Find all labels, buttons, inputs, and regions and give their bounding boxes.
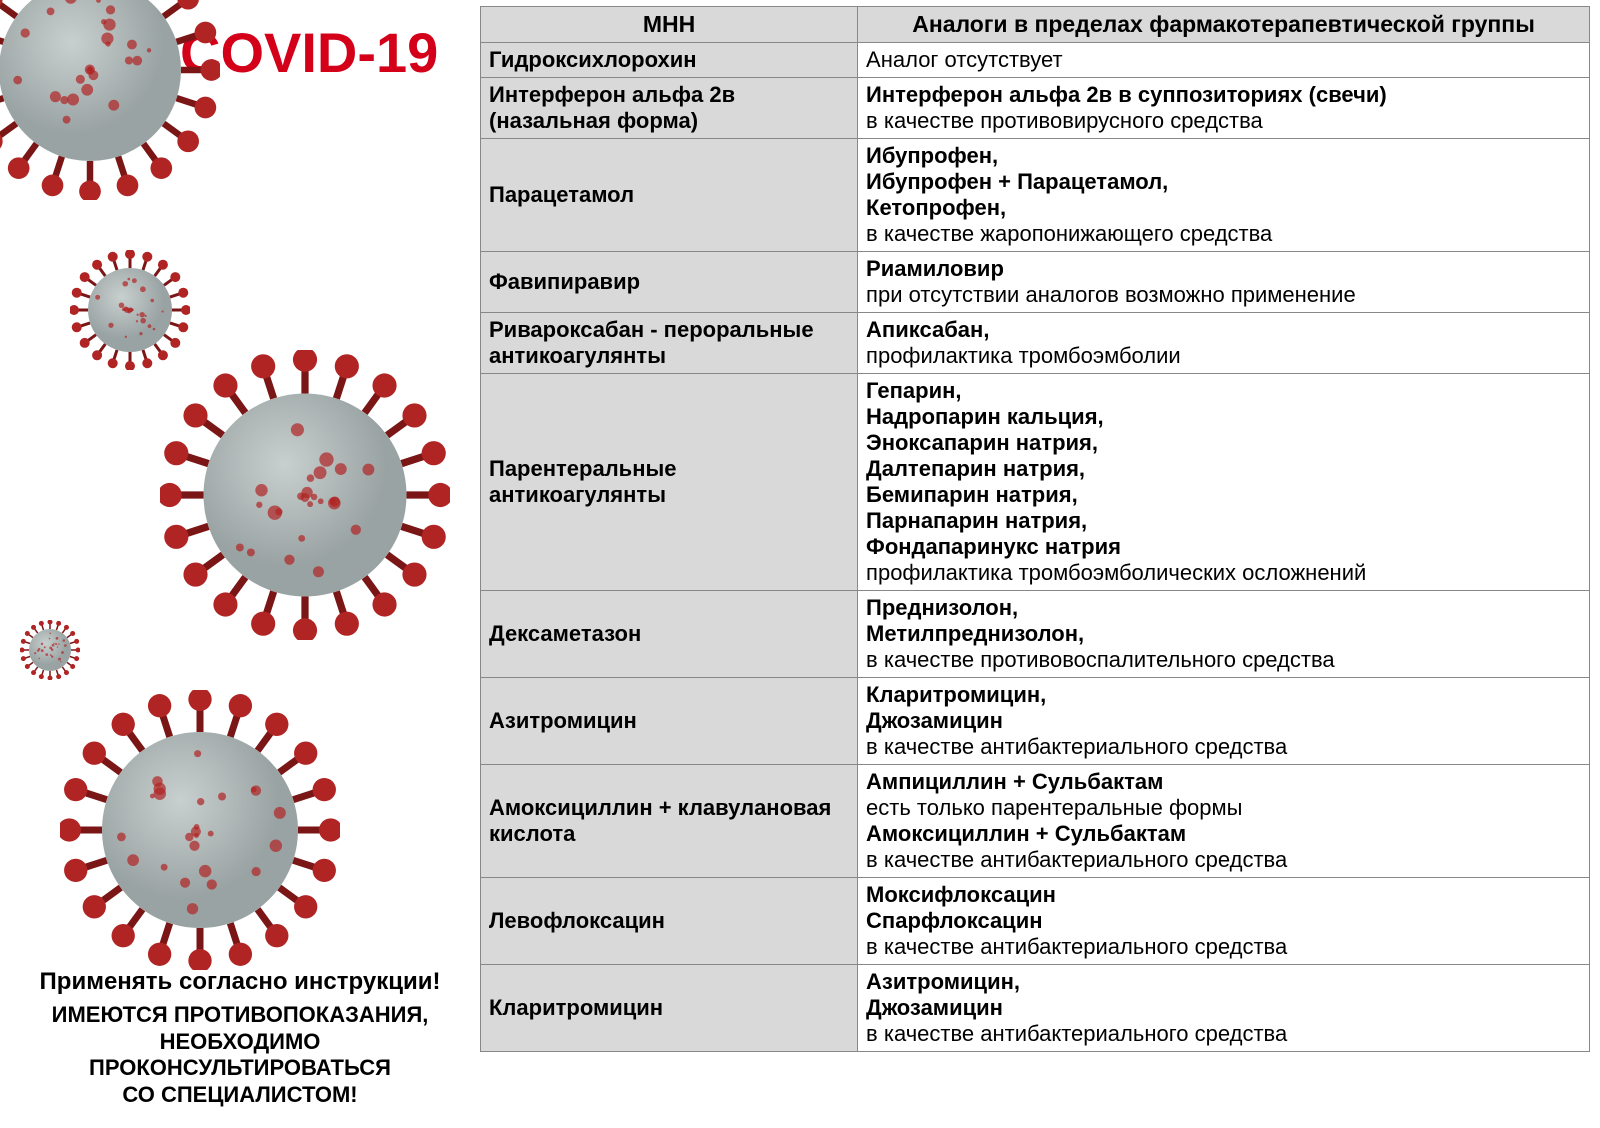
cell-mnn: Парентеральные антикоагулянты xyxy=(481,374,858,591)
cell-analog: Аналог отсутствует xyxy=(858,43,1590,78)
cell-analog: Ибупрофен,Ибупрофен + Парацетамол,Кетопр… xyxy=(858,139,1590,252)
cell-mnn: Азитромицин xyxy=(481,678,858,765)
cell-mnn: Кларитромицин xyxy=(481,965,858,1052)
cell-mnn: Левофлоксацин xyxy=(481,878,858,965)
cell-analog: МоксифлоксацинСпарфлоксацинв качестве ан… xyxy=(858,878,1590,965)
cell-mnn: Ривароксабан - пероральные антикоагулянт… xyxy=(481,313,858,374)
disclaimer-line: СО СПЕЦИАЛИСТОМ! xyxy=(0,1082,480,1108)
virus-icon xyxy=(20,620,80,680)
cell-mnn: Гидроксихлорохин xyxy=(481,43,858,78)
cell-analog: Риамиловирпри отсутствии аналогов возмож… xyxy=(858,252,1590,313)
disclaimer-block: Применять согласно инструкции! ИМЕЮТСЯ П… xyxy=(0,968,480,1108)
virus-icon xyxy=(60,690,340,970)
drug-analog-table: МНН Аналоги в пределах фармакотерапевтич… xyxy=(480,6,1590,1052)
table-row: Ривароксабан - пероральные антикоагулянт… xyxy=(481,313,1590,374)
disclaimer-line: Применять согласно инструкции! xyxy=(0,968,480,996)
table-row: АзитромицинКларитромицин,Джозамицинв кач… xyxy=(481,678,1590,765)
cell-mnn: Амоксициллин + клавулановая кислота xyxy=(481,765,858,878)
cell-analog: Азитромицин,Джозамицинв качестве антибак… xyxy=(858,965,1590,1052)
cell-mnn: Парацетамол xyxy=(481,139,858,252)
disclaimer-line: НЕОБХОДИМО xyxy=(0,1029,480,1055)
cell-analog: Ампициллин + Сульбактаместь только парен… xyxy=(858,765,1590,878)
table-panel: МНН Аналоги в пределах фармакотерапевтич… xyxy=(480,0,1600,1128)
table-row: ФавипиравирРиамиловирпри отсутствии анал… xyxy=(481,252,1590,313)
table-row: Амоксициллин + клавулановая кислотаАмпиц… xyxy=(481,765,1590,878)
table-row: Интерферон альфа 2в (назальная форма)Инт… xyxy=(481,78,1590,139)
table-header-mnn: МНН xyxy=(481,7,858,43)
disclaimer-line: ИМЕЮТСЯ ПРОТИВОПОКАЗАНИЯ, xyxy=(0,1002,480,1028)
virus-icon xyxy=(160,350,450,640)
table-header-analog: Аналоги в пределах фармакотерапевтическо… xyxy=(858,7,1590,43)
table-body: ГидроксихлорохинАналог отсутствуетИнтерф… xyxy=(481,43,1590,1052)
virus-icon xyxy=(0,0,220,200)
table-row: КларитромицинАзитромицин,Джозамицинв кач… xyxy=(481,965,1590,1052)
cell-analog: Интерферон альфа 2в в суппозиториях (све… xyxy=(858,78,1590,139)
table-row: Парентеральные антикоагулянтыГепарин,Над… xyxy=(481,374,1590,591)
table-row: ПарацетамолИбупрофен,Ибупрофен + Парацет… xyxy=(481,139,1590,252)
cell-mnn: Дексаметазон xyxy=(481,591,858,678)
table-row: ДексаметазонПреднизолон,Метилпреднизолон… xyxy=(481,591,1590,678)
cell-analog: Преднизолон,Метилпреднизолон,в качестве … xyxy=(858,591,1590,678)
left-panel: COVID-19 xyxy=(0,0,480,1128)
table-row: ЛевофлоксацинМоксифлоксацинСпарфлоксацин… xyxy=(481,878,1590,965)
cell-mnn: Фавипиравир xyxy=(481,252,858,313)
cell-analog: Гепарин,Надропарин кальция,Эноксапарин н… xyxy=(858,374,1590,591)
cell-mnn: Интерферон альфа 2в (назальная форма) xyxy=(481,78,858,139)
cell-analog: Кларитромицин,Джозамицинв качестве антиб… xyxy=(858,678,1590,765)
disclaimer-line: ПРОКОНСУЛЬТИРОВАТЬСЯ xyxy=(0,1055,480,1081)
table-row: ГидроксихлорохинАналог отсутствует xyxy=(481,43,1590,78)
cell-analog: Апиксабан,профилактика тромбоэмболии xyxy=(858,313,1590,374)
